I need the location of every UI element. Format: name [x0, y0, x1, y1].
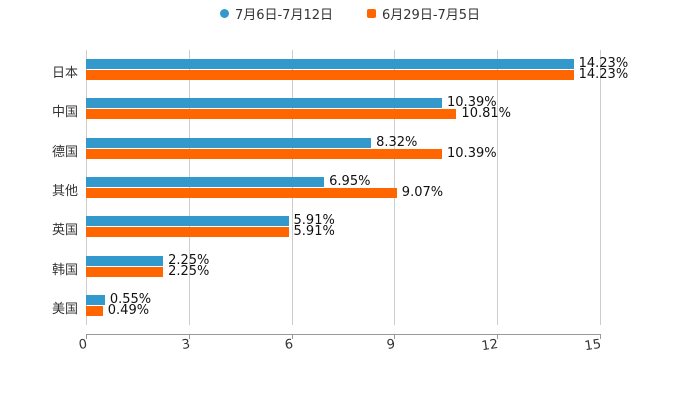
category-label: 中国	[51, 105, 78, 121]
x-tick	[86, 334, 87, 339]
bar-previous-week[interactable]	[86, 227, 289, 238]
x-tick-label: 0	[77, 337, 89, 354]
bar-current-week[interactable]	[86, 216, 289, 227]
value-label: 2.25%	[168, 263, 210, 279]
x-tick-label: 12	[480, 337, 500, 355]
category-label: 日本	[51, 66, 78, 81]
bar-previous-week[interactable]	[86, 148, 443, 159]
bar-current-week[interactable]	[86, 137, 372, 148]
bar-previous-week[interactable]	[86, 187, 397, 198]
legend-item-series-2[interactable]: 6月29日-7月5日	[367, 4, 480, 23]
bar-current-week[interactable]	[86, 176, 325, 187]
bar-current-week[interactable]	[86, 59, 574, 69]
value-label: 2.25%	[168, 252, 210, 268]
value-label: 14.23%	[578, 56, 629, 71]
x-tick-label: 3	[180, 337, 192, 354]
category-label: 韩国	[51, 262, 78, 278]
x-tick	[497, 334, 498, 339]
category-label: 德国	[51, 144, 78, 160]
bar-current-week[interactable]	[86, 255, 164, 266]
category-label: 英国	[51, 223, 78, 239]
x-axis-line	[86, 334, 601, 335]
category-label: 其他	[51, 183, 78, 199]
bar-previous-week[interactable]	[86, 305, 103, 316]
gridline	[600, 50, 601, 325]
bar-previous-week[interactable]	[86, 70, 574, 80]
value-label: 14.23%	[578, 67, 629, 82]
legend-square-icon	[367, 8, 376, 18]
legend-label: 6月29日-7月5日	[382, 7, 481, 23]
bar-current-week[interactable]	[86, 98, 443, 109]
bar-previous-week[interactable]	[86, 109, 457, 120]
x-tick	[600, 334, 601, 339]
value-label: 10.39%	[447, 95, 497, 111]
value-label: 10.39%	[447, 145, 497, 161]
x-tick	[292, 334, 293, 339]
value-label: 9.07%	[401, 184, 444, 200]
value-label: 10.81%	[461, 106, 511, 122]
value-label: 5.91%	[293, 224, 335, 240]
gridline	[394, 50, 395, 325]
x-tick-label: 9	[385, 337, 397, 354]
value-label: 0.55%	[109, 291, 152, 307]
x-tick-label: 15	[583, 337, 603, 355]
legend-circle-icon	[219, 8, 229, 18]
gridline	[189, 50, 190, 325]
category-label: 美国	[51, 301, 78, 317]
x-tick	[394, 334, 395, 339]
x-tick-label: 6	[283, 337, 295, 354]
x-tick	[189, 334, 190, 339]
value-label: 6.95%	[329, 173, 371, 189]
gridline	[497, 50, 498, 325]
legend-item-series-1[interactable]: 7月6日-7月12日	[219, 4, 333, 23]
value-label: 0.49%	[107, 302, 150, 318]
y-axis-line	[86, 50, 87, 325]
chart-legend: 7月6日-7月12日 6月29日-7月5日	[0, 3, 700, 23]
legend-label: 7月6日-7月12日	[234, 7, 333, 23]
gridline	[292, 50, 293, 325]
value-label: 5.91%	[293, 213, 335, 229]
bar-previous-week[interactable]	[86, 266, 164, 277]
bar-current-week[interactable]	[86, 294, 105, 305]
value-label: 8.32%	[376, 134, 418, 150]
